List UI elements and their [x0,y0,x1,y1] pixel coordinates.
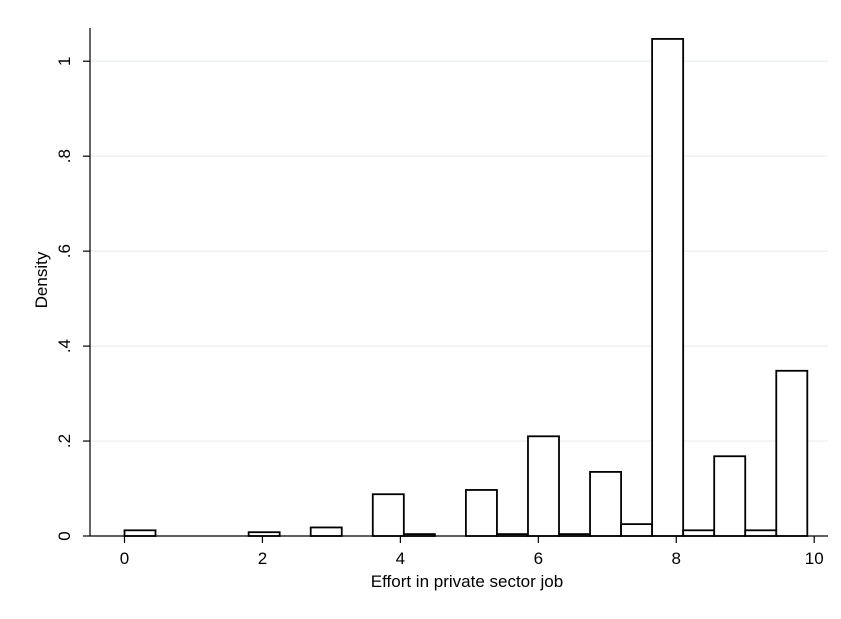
x-tick-label: 2 [258,549,267,568]
histogram-bar [682,529,716,537]
histogram-bar [744,529,778,537]
y-tick-label: 0 [55,531,74,540]
grid-lines [90,60,828,442]
histogram-bar [589,471,622,537]
bars [123,38,809,537]
histogram-bar [713,455,747,537]
x-tick-label: 4 [396,549,405,568]
y-tick-label: .2 [55,434,74,448]
histogram-bar [309,526,343,537]
y-tick-label: .4 [55,339,74,353]
x-tick-label: 10 [805,549,824,568]
x-tick-label: 0 [120,549,129,568]
histogram-bar [620,523,654,537]
histogram-bar [123,529,157,537]
histogram-bar [464,489,498,537]
histogram-bar [527,435,560,537]
y-axis-title: Density [32,251,51,308]
y-tick-label: .8 [55,149,74,163]
axes: 0 2 4 6 8 10 0 .2 .4 .6 .8 1 [55,28,828,568]
x-tick-label: 6 [534,549,543,568]
histogram-bar [651,38,685,537]
histogram-bar [371,493,405,537]
x-tick-label: 8 [672,549,681,568]
x-axis-title: Effort in private sector job [371,572,563,591]
y-tick-label: 1 [55,56,74,65]
y-tick-label: .6 [55,244,74,258]
histogram-bar [775,369,809,537]
